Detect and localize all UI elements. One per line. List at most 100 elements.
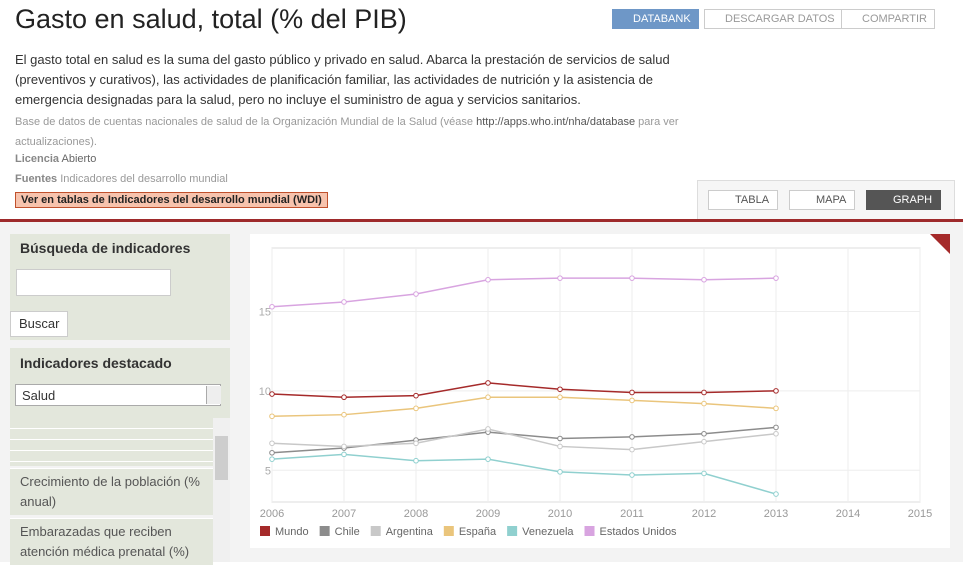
description: El gasto total en salud es la suma del g… xyxy=(15,52,670,107)
data-point xyxy=(629,275,635,281)
legend-label: Venezuela xyxy=(522,526,574,538)
data-point xyxy=(773,424,779,431)
legend-label: Estados Unidos xyxy=(600,526,678,538)
data-point xyxy=(485,276,491,283)
data-point xyxy=(341,411,347,418)
source-note: Base de datos de cuentas nacionales de s… xyxy=(15,112,685,152)
featured-select[interactable]: Salud xyxy=(15,384,221,406)
wdi-link[interactable]: Ver en tablas de Indicadores del desarro… xyxy=(15,192,328,208)
data-point xyxy=(269,449,275,456)
share-button[interactable]: COMPARTIR xyxy=(841,9,935,29)
data-point xyxy=(413,392,419,399)
legend-label: España xyxy=(459,526,497,538)
data-point xyxy=(629,434,635,440)
search-button[interactable]: Buscar xyxy=(10,311,69,337)
series-line xyxy=(271,277,777,308)
page-title: Gasto en salud, total (% del PIB) xyxy=(15,4,407,34)
legend-label: Argentina xyxy=(386,526,434,538)
indicator-item[interactable]: Embarazadas que reciben atención médica … xyxy=(10,518,213,565)
license-value: Abierto xyxy=(61,153,97,165)
data-point xyxy=(485,394,491,401)
x-tick-label: 2013 xyxy=(764,508,788,520)
data-point xyxy=(773,275,779,281)
data-point xyxy=(773,405,779,412)
data-point xyxy=(557,386,563,393)
x-tick-label: 2012 xyxy=(692,508,716,520)
table-tab[interactable]: TABLA xyxy=(708,190,779,210)
data-point xyxy=(557,443,563,450)
select-arrow[interactable] xyxy=(206,386,221,404)
sources-label: Fuentes xyxy=(15,173,58,185)
databank-button[interactable]: DATABANK xyxy=(612,9,699,29)
divider xyxy=(0,219,963,222)
data-point xyxy=(269,440,275,447)
x-tick-label: 2010 xyxy=(548,508,572,520)
x-tick-label: 2008 xyxy=(404,508,428,520)
indicator-item[interactable]: Crecimiento de la población (% anual) xyxy=(10,468,213,515)
download-button[interactable]: DESCARGAR DATOS xyxy=(704,9,843,29)
data-point xyxy=(485,456,491,462)
data-point xyxy=(629,446,635,453)
data-point xyxy=(269,391,275,397)
license: Licencia Abierto xyxy=(15,153,96,165)
legend-swatch xyxy=(443,526,454,536)
data-point xyxy=(269,456,275,462)
series-line xyxy=(271,453,777,495)
data-point xyxy=(557,394,563,401)
data-point xyxy=(629,389,635,396)
legend-label: Chile xyxy=(335,526,360,538)
data-point xyxy=(413,291,419,297)
data-point xyxy=(557,435,563,442)
corner-icon[interactable] xyxy=(930,234,950,254)
data-point xyxy=(341,451,347,458)
graph-tab[interactable]: GRAPH xyxy=(866,190,942,210)
data-point xyxy=(701,438,707,445)
series-line xyxy=(271,426,777,454)
data-point xyxy=(341,394,347,401)
chart: 2006 2007 2008 2009 2010 2011 2012 2013 2014 2015… xyxy=(259,234,950,538)
sources: Fuentes Indicadores del desarrollo mundi… xyxy=(15,173,228,185)
x-tick-label: 2015 xyxy=(908,508,932,520)
featured-panel xyxy=(10,348,230,418)
sources-value: Indicadores del desarrollo mundial xyxy=(60,173,228,185)
series-line xyxy=(271,396,777,418)
data-point xyxy=(413,405,419,412)
legend-swatch xyxy=(584,526,595,536)
data-point xyxy=(773,491,779,497)
search-input[interactable] xyxy=(16,269,171,296)
series-line xyxy=(271,382,777,398)
x-tick-label: 2009 xyxy=(476,508,500,520)
x-tick-label: 2007 xyxy=(332,508,356,520)
data-point xyxy=(413,457,419,464)
scroll-thumb[interactable] xyxy=(215,436,228,480)
x-tick-label: 2006 xyxy=(260,508,284,520)
legend-swatch xyxy=(319,526,330,536)
data-point xyxy=(701,389,707,396)
plot-frame xyxy=(271,247,921,503)
data-point xyxy=(341,299,347,305)
data-point xyxy=(557,275,563,281)
x-tick-label: 2014 xyxy=(836,508,860,520)
data-point xyxy=(701,430,707,437)
legend-swatch xyxy=(370,526,381,536)
data-point xyxy=(413,440,419,447)
data-point xyxy=(701,470,707,477)
x-tick-label: 2011 xyxy=(620,508,644,520)
series-line xyxy=(271,428,777,451)
data-point xyxy=(341,443,347,450)
source-link[interactable]: http://apps.who.int/nha/database xyxy=(476,116,636,128)
data-point xyxy=(269,413,275,420)
list-rows xyxy=(10,418,213,466)
source-text: Base de datos de cuentas nacionales de s… xyxy=(15,116,474,128)
y-tick-label: 5 xyxy=(265,465,271,477)
map-tab[interactable]: MAPA xyxy=(789,190,856,210)
data-point xyxy=(269,303,275,310)
data-point xyxy=(485,426,491,432)
y-tick-label: 10 xyxy=(259,386,271,398)
legend-swatch xyxy=(507,526,518,536)
source-text: para ver actualizaciones). xyxy=(15,116,679,148)
data-point xyxy=(773,388,779,394)
featured-title: Indicadores destacado xyxy=(20,355,172,371)
data-point xyxy=(629,472,635,478)
